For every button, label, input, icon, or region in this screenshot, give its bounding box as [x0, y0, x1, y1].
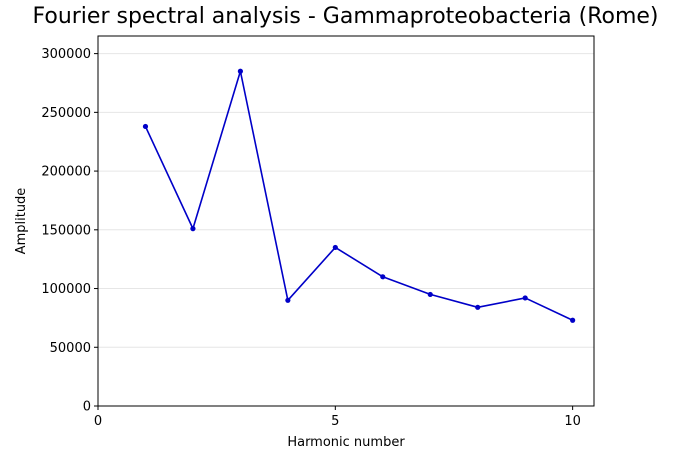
data-point: [475, 304, 481, 310]
data-point: [427, 291, 433, 298]
y-axis-label: Amplitude: [14, 188, 29, 255]
y-tick-label: 150000: [41, 223, 91, 238]
data-point: [570, 317, 576, 323]
data-point: [190, 226, 196, 232]
data-point: [332, 244, 338, 251]
data-point: [380, 274, 386, 280]
series-line: [144, 70, 573, 321]
data-point: [142, 123, 149, 130]
y-tick-label: 200000: [41, 165, 91, 180]
plot-frame: [97, 35, 595, 407]
y-tick-label: 50000: [50, 341, 91, 356]
data-point: [237, 68, 243, 74]
x-tick-label: 10: [564, 414, 581, 429]
y-tick-label: 100000: [41, 282, 91, 297]
chart-title: Fourier spectral analysis - Gammaproteob…: [32, 4, 659, 29]
x-tick-label: 5: [331, 414, 339, 429]
y-tick-label: 250000: [41, 106, 91, 121]
x-tick-label: 0: [94, 414, 102, 429]
data-point: [522, 295, 528, 301]
data-point: [285, 297, 291, 303]
x-axis-label: Harmonic number: [287, 435, 405, 450]
y-tick-label: 300000: [41, 47, 91, 62]
y-tick-label: 0: [83, 400, 91, 415]
